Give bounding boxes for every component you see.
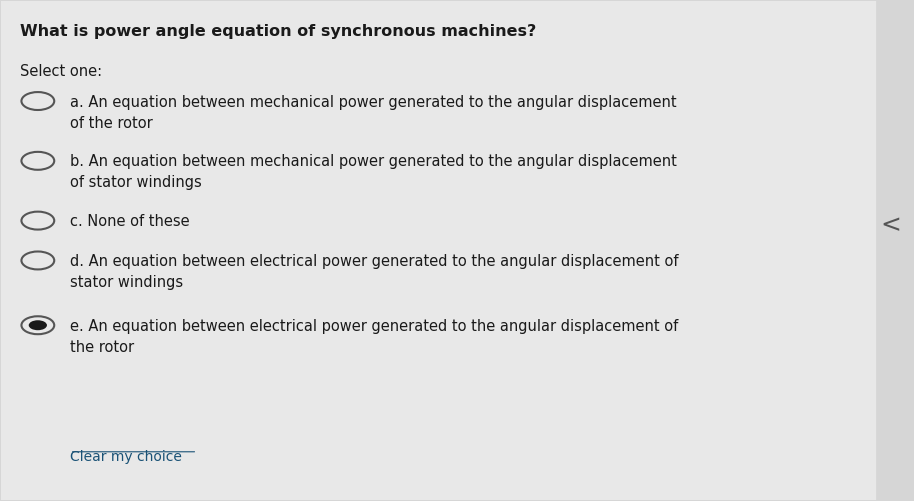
Circle shape <box>28 320 47 330</box>
Circle shape <box>21 152 54 170</box>
Text: Clear my choice: Clear my choice <box>69 450 182 464</box>
Text: d. An equation between electrical power generated to the angular displacement of: d. An equation between electrical power … <box>69 254 678 290</box>
Circle shape <box>21 316 54 334</box>
FancyBboxPatch shape <box>0 0 877 501</box>
Text: Select one:: Select one: <box>19 64 101 79</box>
Circle shape <box>21 211 54 229</box>
Text: <: < <box>881 213 901 237</box>
Text: c. None of these: c. None of these <box>69 214 189 229</box>
Text: a. An equation between mechanical power generated to the angular displacement
of: a. An equation between mechanical power … <box>69 95 676 131</box>
Circle shape <box>21 92 54 110</box>
Text: b. An equation between mechanical power generated to the angular displacement
of: b. An equation between mechanical power … <box>69 154 676 190</box>
Circle shape <box>21 252 54 270</box>
Text: What is power angle equation of synchronous machines?: What is power angle equation of synchron… <box>19 24 536 39</box>
Text: e. An equation between electrical power generated to the angular displacement of: e. An equation between electrical power … <box>69 319 678 355</box>
